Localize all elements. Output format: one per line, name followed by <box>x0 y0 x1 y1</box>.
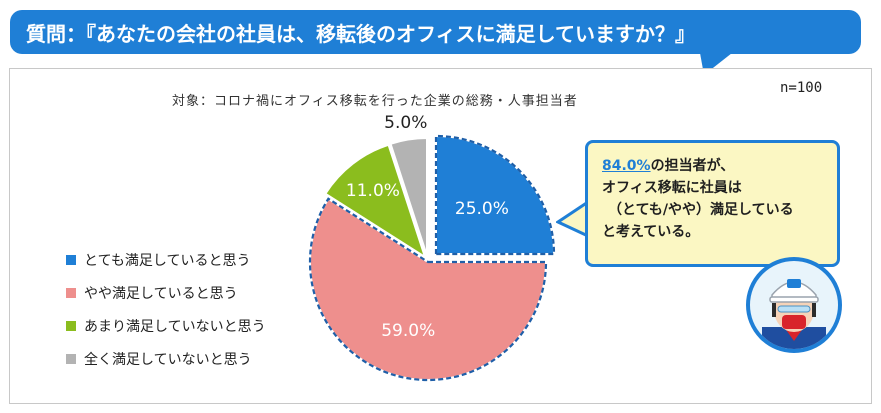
legend-swatch <box>66 255 76 265</box>
pie-data-label: 11.0% <box>346 181 400 201</box>
legend-label: やや満足していると思う <box>84 286 238 302</box>
callout-line-2: オフィス移転に社員は <box>602 180 742 196</box>
legend-label: とても満足していると思う <box>84 253 251 269</box>
legend-item: 全く満足していないと思う <box>66 349 266 369</box>
question-text: 質問：『あなたの会社の社員は、移転後のオフィスに満足していますか？』 <box>26 21 695 46</box>
legend-item: やや満足していると思う <box>66 283 266 303</box>
callout-box: 84.0%の担当者が、 オフィス移転に社員は （とても/やや）満足している と考… <box>585 140 840 267</box>
pie-slice <box>323 143 427 260</box>
callout-highlight: 84.0% <box>602 158 651 174</box>
chart-subtitle: 対象：コロナ禍にオフィス移転を行った企業の総務・人事担当者 <box>172 94 578 109</box>
pie-slice-outline <box>434 134 556 256</box>
legend-label: 全く満足していないと思う <box>84 352 252 368</box>
legend-swatch <box>66 354 76 364</box>
callout-line-1: の担当者が、 <box>650 158 735 174</box>
callout-line-3: （とても/やや）満足している <box>608 202 794 218</box>
pie-slice <box>389 136 428 257</box>
pie-slice-outline <box>308 197 548 382</box>
callout-line-4: と考えている。 <box>602 224 700 240</box>
mascot-icon <box>746 257 842 353</box>
legend-item: あまり満足していないと思う <box>66 316 266 336</box>
chart-legend: とても満足していると思う やや満足していると思う あまり満足していないと思う 全… <box>66 250 266 382</box>
pie-data-label: 5.0% <box>384 113 427 133</box>
legend-swatch <box>66 288 76 298</box>
question-bubble: 質問：『あなたの会社の社員は、移転後のオフィスに満足していますか？』 <box>10 10 861 54</box>
pie-data-label: 59.0% <box>381 321 435 341</box>
pie-slice <box>435 134 556 255</box>
sample-size: n=100 <box>780 80 823 96</box>
legend-swatch <box>66 321 76 331</box>
legend-label: あまり満足していないと思う <box>84 319 266 335</box>
legend-item: とても満足していると思う <box>66 250 266 270</box>
pie-data-label: 25.0% <box>455 199 509 219</box>
